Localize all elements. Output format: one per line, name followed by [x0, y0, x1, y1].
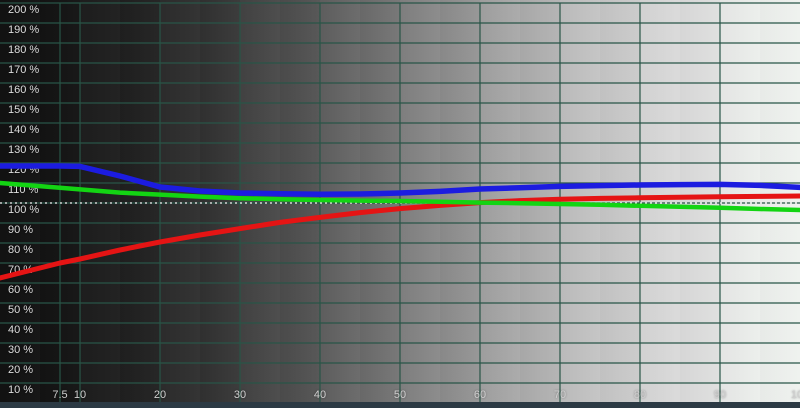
x-tick-label: 10: [73, 389, 87, 401]
y-tick-label: 50 %: [8, 304, 34, 316]
x-tick-label: 30: [233, 389, 247, 401]
y-tick-label: 190 %: [8, 24, 40, 36]
x-tick-label: 7.5: [52, 389, 68, 401]
y-tick-label: 200 %: [8, 4, 40, 16]
bottom-border: [0, 402, 800, 408]
x-tick-label: 20: [153, 389, 167, 401]
y-tick-label: 160 %: [8, 84, 40, 96]
x-tick-label: 60: [473, 389, 487, 401]
y-tick-label: 110 %: [8, 184, 39, 196]
y-tick-label: 180 %: [8, 44, 40, 56]
y-tick-label: 20 %: [8, 364, 34, 376]
x-tick-label: 100: [790, 389, 800, 401]
y-tick-label: 100 %: [8, 204, 40, 216]
blue-level-curve: [0, 163, 800, 197]
y-tick-label: 10 %: [8, 384, 34, 396]
y-tick-label: 60 %: [8, 284, 34, 296]
x-tick-label: 90: [713, 389, 727, 401]
y-tick-label: 120 %: [8, 164, 40, 176]
y-tick-label: 130 %: [8, 144, 40, 156]
x-tick-label: 40: [313, 389, 327, 401]
x-tick-label: 50: [393, 389, 407, 401]
y-tick-label: 30 %: [8, 344, 34, 356]
y-tick-label: 90 %: [8, 224, 34, 236]
y-tick-label: 170 %: [8, 64, 40, 76]
y-tick-label: 70 %: [8, 264, 34, 276]
y-tick-label: 80 %: [8, 244, 34, 256]
red-level-curve: [0, 193, 800, 281]
green-level-curve: [0, 180, 800, 213]
x-tick-label: 70: [553, 389, 567, 401]
x-tick-label: 80: [633, 389, 647, 401]
y-tick-label: 140 %: [8, 124, 40, 136]
y-tick-label: 150 %: [8, 104, 40, 116]
y-tick-label: 40 %: [8, 324, 34, 336]
